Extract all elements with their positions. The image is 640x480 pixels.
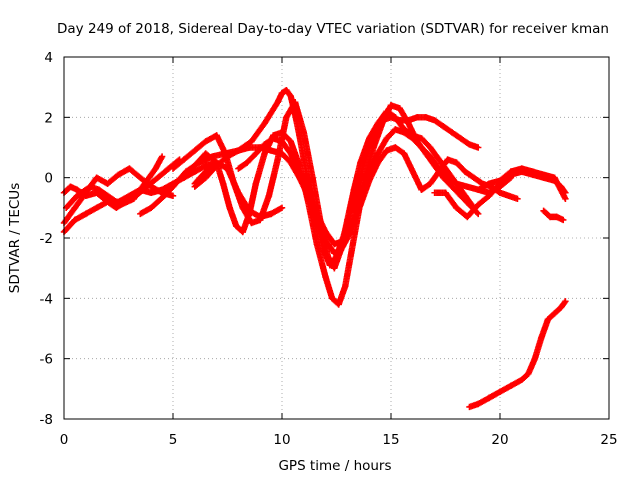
x-tick-label: 0 (60, 432, 69, 448)
data-point (562, 298, 569, 305)
y-tick-label: 2 (44, 110, 53, 126)
data-point (473, 209, 481, 216)
x-tick-label: 15 (382, 432, 399, 448)
y-tick-label: 0 (44, 171, 53, 187)
data-point (278, 204, 286, 212)
x-tick-label: 20 (491, 432, 508, 448)
series-track-10 (191, 159, 286, 221)
y-tick-label: -8 (40, 412, 53, 428)
data-point (475, 144, 482, 151)
data-point (514, 195, 521, 202)
series-track-13 (540, 207, 567, 224)
y-tick-label: -6 (40, 352, 53, 368)
data-point (158, 153, 166, 160)
plot-frame (63, 56, 610, 420)
x-tick-label: 10 (273, 432, 290, 448)
x-axis-label: GPS time / hours (278, 458, 391, 474)
data-point (169, 192, 177, 199)
y-tick-label: 4 (44, 50, 53, 66)
data-point (475, 210, 482, 218)
data-point (560, 216, 567, 224)
series-track-12 (475, 165, 569, 202)
y-tick-label: -2 (40, 231, 53, 247)
tick-labels: 0 5 10 15 20 25 -8 -6 -4 -2 0 2 4 (40, 50, 618, 448)
series-track-3 (60, 165, 177, 227)
series-track-14 (466, 298, 569, 411)
x-tick-label: 5 (169, 432, 178, 448)
y-axis-label: SDTVAR / TECUs (7, 183, 23, 293)
data-point (561, 299, 568, 306)
series-track-9 (235, 135, 521, 248)
data-point (562, 195, 569, 202)
x-tick-label: 25 (600, 432, 617, 448)
data-points (60, 86, 569, 411)
y-tick-label: -4 (40, 291, 53, 307)
chart-title: Day 249 of 2018, Sidereal Day-to-day VTE… (57, 21, 609, 37)
series-track-4 (62, 153, 166, 212)
